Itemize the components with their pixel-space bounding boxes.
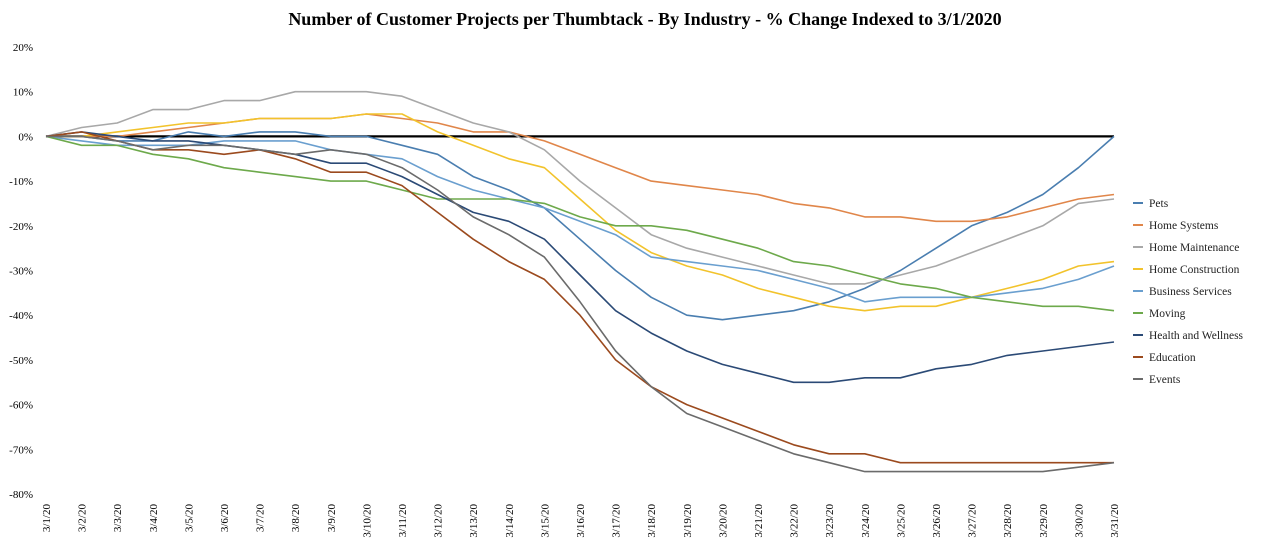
series-line-events xyxy=(46,135,1115,473)
legend-label: Health and Wellness xyxy=(1149,330,1244,342)
x-tick-label: 3/22/20 xyxy=(789,504,801,538)
x-tick-label: 3/10/20 xyxy=(361,504,373,538)
x-tick-label: 3/23/20 xyxy=(824,504,836,538)
y-tick-label: 0% xyxy=(18,131,33,143)
y-tick-label: -30% xyxy=(9,266,33,278)
x-tick-label: 3/12/20 xyxy=(433,504,445,538)
legend-label: Home Systems xyxy=(1149,220,1219,232)
series-line-business-services xyxy=(45,135,1115,303)
x-tick-label: 3/31/20 xyxy=(1109,504,1121,538)
x-tick-label: 3/6/20 xyxy=(219,504,231,533)
x-tick-label: 3/13/20 xyxy=(468,504,480,538)
y-tick-label: -20% xyxy=(9,221,33,233)
series-line-education xyxy=(45,131,1114,464)
x-tick-label: 3/19/20 xyxy=(682,504,694,538)
x-tick-label: 3/26/20 xyxy=(931,504,943,538)
series-lines xyxy=(45,90,1115,473)
legend: Pets Home Systems Home Maintenance Home Con… xyxy=(1133,198,1244,386)
series-line-moving xyxy=(45,135,1115,312)
x-tick-label: 3/27/20 xyxy=(967,504,979,538)
legend-label: Education xyxy=(1149,352,1196,364)
x-tick-label: 3/21/20 xyxy=(753,504,765,538)
legend-label: Home Maintenance xyxy=(1149,242,1239,254)
y-tick-label: -40% xyxy=(9,310,33,322)
x-tick-label: 3/4/20 xyxy=(148,504,160,533)
x-tick-label: 3/24/20 xyxy=(860,504,872,538)
x-tick-label: 3/8/20 xyxy=(290,504,302,533)
x-tick-label: 3/25/20 xyxy=(895,504,907,538)
x-tick-label: 3/9/20 xyxy=(326,504,338,533)
series-line-home-systems xyxy=(46,113,1115,223)
legend-label: Pets xyxy=(1149,198,1169,210)
x-tick-label: 3/2/20 xyxy=(77,504,89,533)
y-tick-label: 20% xyxy=(13,42,33,54)
x-axis: 3/1/20 3/2/20 3/3/20 3/4/20 3/5/20 3/6/20 3/7/… xyxy=(41,504,1121,538)
series-line-pets xyxy=(46,131,1115,321)
x-tick-label: 3/17/20 xyxy=(611,504,623,538)
y-tick-label: -80% xyxy=(9,489,33,501)
x-tick-label: 3/20/20 xyxy=(717,504,729,538)
x-tick-label: 3/28/20 xyxy=(1002,504,1014,538)
y-axis: 20% 10% 0% -10% -20% -30% -40% -50% -60% -70% -80% xyxy=(9,42,33,501)
x-tick-label: 3/3/20 xyxy=(112,504,124,533)
x-tick-label: 3/16/20 xyxy=(575,504,587,538)
series-line-home-construction xyxy=(46,113,1115,312)
series-line-health-and-wellness xyxy=(45,131,1115,384)
x-tick-label: 3/30/20 xyxy=(1073,504,1085,538)
y-tick-label: -10% xyxy=(9,176,33,188)
x-tick-label: 3/5/20 xyxy=(183,504,195,533)
x-tick-label: 3/18/20 xyxy=(646,504,658,538)
y-tick-label: -70% xyxy=(9,444,33,456)
legend-label: Business Services xyxy=(1149,286,1232,298)
chart-title: Number of Customer Projects per Thumbtac… xyxy=(288,9,1001,29)
x-tick-label: 3/29/20 xyxy=(1038,504,1050,538)
y-tick-label: -60% xyxy=(9,400,33,412)
series-line-home-maintenance xyxy=(45,90,1115,285)
legend-label: Events xyxy=(1149,374,1181,386)
legend-label: Moving xyxy=(1149,308,1186,320)
x-tick-label: 3/14/20 xyxy=(504,504,516,538)
x-tick-label: 3/7/20 xyxy=(255,504,267,533)
x-tick-label: 3/11/20 xyxy=(397,504,409,538)
x-tick-label: 3/15/20 xyxy=(539,504,551,538)
y-tick-label: 10% xyxy=(13,87,33,99)
legend-label: Home Construction xyxy=(1149,264,1240,276)
y-tick-label: -50% xyxy=(9,355,33,367)
x-tick-label: 3/1/20 xyxy=(41,504,53,533)
